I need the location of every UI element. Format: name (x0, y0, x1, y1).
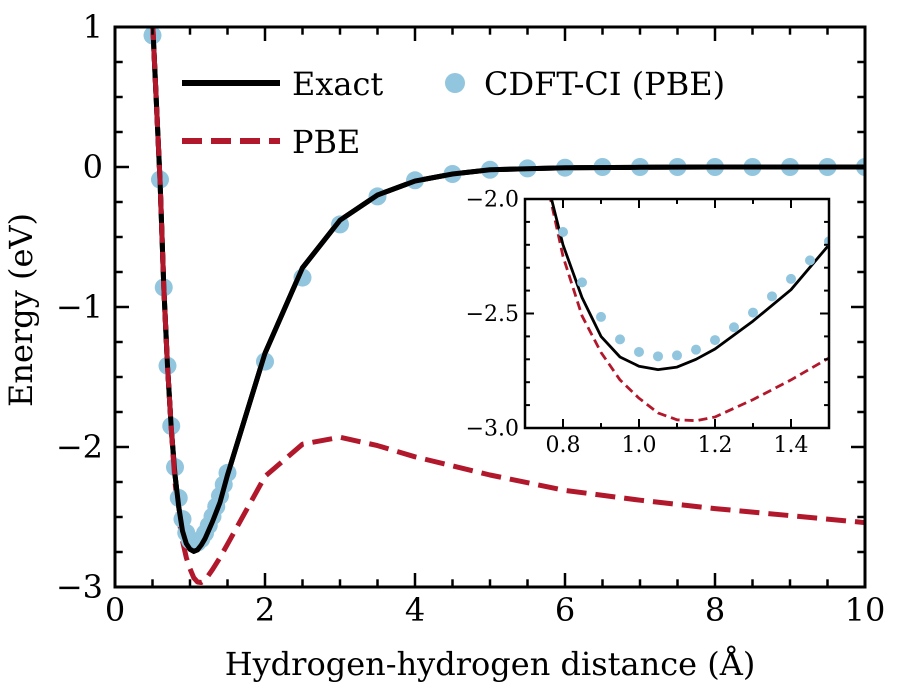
x-tick-label: 6 (555, 591, 575, 629)
inset-plot: 0.8 1.0 1.2 1.4 −3.0 −2.5 −2.0 (466, 188, 831, 458)
cdft-point (748, 307, 758, 318)
plot-area (549, 199, 829, 423)
cdft-point (596, 311, 606, 322)
x-axis-title: Hydrogen-hydrogen distance (Å) (225, 645, 756, 683)
cdft-point (767, 291, 777, 302)
exact-line (550, 199, 829, 371)
cdft-point (805, 255, 815, 266)
main-plot: 0 2 4 6 8 10 −3 −2 −1 0 1 (56, 8, 886, 629)
y-axis-title: Energy (eV) (2, 213, 40, 407)
cdft-point (710, 335, 720, 346)
legend: Exact CDFT-CI (PBE) PBE (182, 65, 725, 161)
legend-label-cdft: CDFT-CI (PBE) (484, 65, 725, 103)
x-tick-label: 10 (845, 591, 886, 629)
inset-background (525, 199, 829, 428)
exact-line-overlay (150, 27, 865, 555)
x-tick-label: 1.0 (622, 433, 657, 458)
y-tick-label: −3 (56, 568, 103, 606)
cdft-point (729, 322, 739, 333)
y-tick-label: −2 (56, 428, 103, 466)
y-tick-label: −2.5 (466, 302, 519, 327)
legend-swatch-cdft (445, 73, 465, 93)
y-tick-label: −1 (56, 288, 103, 326)
cdft-point (691, 344, 701, 355)
y-tick-label: −2.0 (466, 188, 519, 213)
cdft-point (577, 277, 587, 288)
x-tick-label: 2 (255, 591, 275, 629)
x-tick-label: 8 (705, 591, 725, 629)
y-tick-label: 1 (83, 8, 103, 46)
x-tick-label: 1.4 (774, 433, 809, 458)
x-tick-label: 0.8 (546, 433, 581, 458)
pbe-line-overlay (150, 27, 178, 483)
pbe-line (549, 199, 829, 423)
plot-area (143, 27, 865, 585)
cdft-point (558, 226, 568, 237)
cdft-point (634, 346, 644, 357)
y-tick-label: −3.0 (466, 417, 519, 442)
cdft-point (653, 351, 663, 362)
cdft-point (786, 273, 796, 284)
y-tick-label: 0 (83, 148, 103, 186)
legend-label-exact: Exact (292, 65, 383, 103)
cdft-point (615, 334, 625, 345)
x-tick-label: 0 (105, 591, 125, 629)
legend-label-pbe: PBE (292, 123, 360, 161)
cdft-point (672, 350, 682, 361)
x-tick-label: 4 (405, 591, 425, 629)
x-tick-label: 1.2 (698, 433, 733, 458)
